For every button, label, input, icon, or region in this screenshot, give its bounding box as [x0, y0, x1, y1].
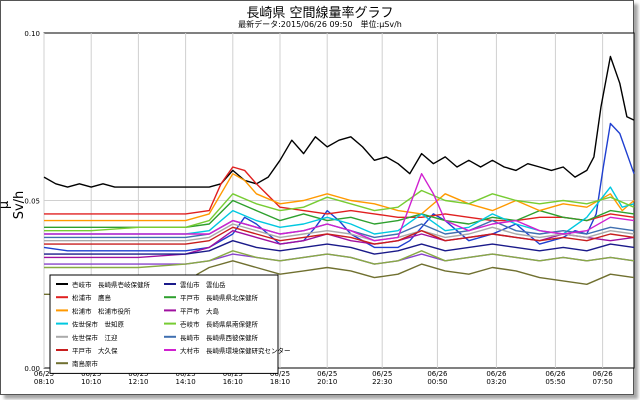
series-line: [44, 189, 635, 232]
x-tick-label-date: 06/25: [128, 370, 148, 378]
legend-label: 松浦市 松浦市役所: [72, 306, 131, 315]
x-tick-label-time: 20:10: [317, 378, 337, 386]
legend-label: 平戸市 長崎県県北保健所: [180, 293, 259, 302]
y-tick-label: 0.05: [24, 198, 40, 206]
legend-label: 大村市 長崎県環境保健研究センター: [180, 346, 291, 355]
legend-label: 雲仙市 雲仙岳: [180, 280, 226, 289]
legend-label: 壱岐市 長崎県県南保健所: [180, 320, 259, 329]
legend-label: 平戸市 大島: [180, 306, 220, 315]
legend-label: 南島原市: [72, 359, 99, 368]
series-line: [44, 199, 635, 228]
series-line: [44, 173, 635, 222]
y-axis-ticks: 0.00 0.05 0.10: [24, 30, 40, 373]
x-axis-ticks: 06/2508:1006/2510:1006/2512:1006/2514:10…: [34, 370, 613, 386]
x-tick-label-date: 06/25: [317, 370, 337, 378]
y-tick-label: 0.00: [24, 365, 40, 373]
x-tick-label-time: 07:50: [593, 378, 613, 386]
x-tick-label-date: 06/26: [486, 370, 507, 378]
x-tick-label-time: 05:50: [545, 378, 565, 386]
x-tick-label-date: 06/25: [223, 370, 243, 378]
x-tick-label-date: 06/25: [81, 370, 101, 378]
x-tick-label-date: 06/25: [34, 370, 54, 378]
series-line: [44, 166, 635, 222]
series-line: [44, 173, 635, 242]
x-tick-label-time: 18:10: [270, 378, 290, 386]
x-tick-label-date: 06/26: [593, 370, 614, 378]
x-tick-label-date: 06/26: [545, 370, 566, 378]
y-tick-label: 0.10: [24, 30, 40, 38]
x-tick-label-date: 06/25: [176, 370, 196, 378]
x-tick-label-time: 12:10: [128, 378, 148, 386]
series-line: [44, 226, 635, 245]
legend-label: 松浦市 鷹島: [72, 293, 112, 302]
latest-data-subtitle: 最新データ:2015/06/26 09:50 単位:μSv/h: [238, 20, 402, 29]
x-tick-label-time: 14:10: [176, 378, 196, 386]
legend-label: 平戸市 大久保: [72, 346, 118, 355]
x-tick-label-date: 06/26: [427, 370, 448, 378]
x-tick-label-date: 06/25: [372, 370, 392, 378]
x-tick-label-time: 22:30: [372, 378, 392, 386]
legend-label: 長崎市 長崎県西彼保健所: [180, 333, 259, 342]
x-tick-label-time: 08:10: [34, 378, 54, 386]
legend-label: 佐世保市 江迎: [72, 333, 118, 342]
x-tick-label-date: 06/25: [270, 370, 290, 378]
series-line: [44, 240, 635, 255]
series-line: [43, 55, 635, 188]
x-tick-label-time: 16:10: [223, 378, 243, 386]
series-line: [44, 219, 635, 239]
x-tick-label-time: 00:50: [427, 378, 447, 386]
legend-label: 佐世保市 世知原: [72, 320, 125, 329]
x-tick-label-time: 03:20: [486, 378, 506, 386]
legend-label: 壱岐市 長崎県壱岐保健所: [72, 280, 151, 289]
x-tick-label-time: 10:10: [81, 378, 101, 386]
page-title: 長崎県 空間線量率グラフ: [246, 6, 394, 21]
series-line: [44, 250, 635, 269]
